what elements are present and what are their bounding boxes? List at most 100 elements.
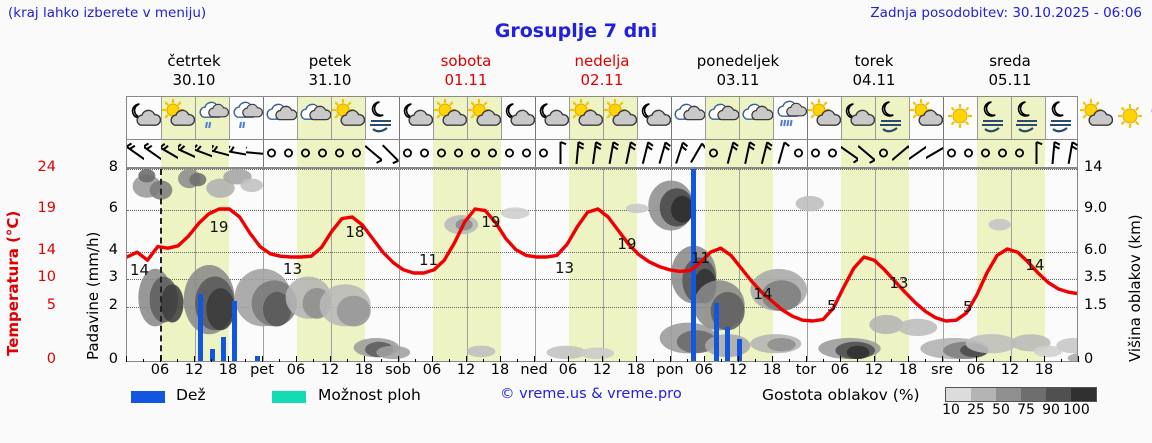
- day-name: sreda: [989, 52, 1031, 70]
- copyright-link[interactable]: © vreme.us & vreme.pro: [500, 386, 682, 402]
- halfday-gridline: [875, 169, 876, 361]
- precipitation-bar: [232, 301, 238, 361]
- wind-barb-icon: [1028, 140, 1045, 166]
- day-name: ponedeljek: [696, 52, 780, 70]
- cloud-height-tick: 6.0: [1084, 241, 1108, 258]
- temperature-value-label: 5: [827, 297, 837, 316]
- day-date: 02.11: [580, 71, 624, 89]
- hour-label: pet: [250, 362, 274, 378]
- precipitation-bar: [725, 327, 731, 361]
- moon-cloud-icon: [637, 98, 671, 138]
- day-name: četrtek: [167, 52, 221, 70]
- hour-label: 18: [762, 362, 782, 378]
- wind-separator: [943, 140, 944, 167]
- wind-calm-icon: [960, 140, 977, 166]
- cloud-height-tick: 14: [1084, 159, 1103, 175]
- wind-barb-icon: [161, 140, 178, 166]
- wind-calm-icon: [399, 140, 416, 166]
- wind-calm-icon: [314, 140, 331, 166]
- wind-calm-icon: [501, 140, 518, 166]
- wind-calm-icon: [518, 140, 535, 166]
- day-gridline: [807, 169, 808, 361]
- hour-label: 12: [728, 362, 748, 378]
- temperature-tick: 19: [37, 200, 56, 217]
- temperature-tick: 10: [37, 269, 56, 286]
- moon-cloud-icon: [501, 98, 535, 138]
- wind-calm-icon: [790, 140, 807, 166]
- sun-cloud-icon: [1079, 98, 1113, 138]
- temperature-value-label: 14: [753, 285, 773, 303]
- cloud-icon: [705, 98, 739, 138]
- temperature-line: [127, 207, 1077, 323]
- icon-separator: [841, 97, 842, 139]
- wind-calm-icon: [280, 140, 297, 166]
- wind-calm-icon: [943, 140, 960, 166]
- cloud-density-tick: 25: [967, 402, 985, 418]
- wind-barb-icon: [586, 140, 603, 166]
- icon-separator: [671, 97, 672, 139]
- icon-separator: [909, 97, 910, 139]
- wind-calm-icon: [416, 140, 433, 166]
- temperature-axis-title: Temperatura (°C): [4, 210, 22, 356]
- moon-cloud-icon: [399, 98, 433, 138]
- axis-ticks: [126, 356, 1079, 362]
- last-updated: Zadnja posodobitev: 30.10.2025 - 06:06: [870, 5, 1142, 21]
- hour-label: 06: [966, 362, 986, 378]
- wind-calm-icon: [331, 140, 348, 166]
- wind-calm-icon: [1011, 140, 1028, 166]
- cloud-icon: [671, 98, 705, 138]
- hour-label: 18: [354, 362, 374, 378]
- wind-barb-icon: [739, 140, 756, 166]
- icon-separator: [433, 97, 434, 139]
- day-name: petek: [308, 52, 352, 70]
- day-name: torek: [854, 52, 894, 70]
- sun-cloud-icon: [909, 98, 943, 138]
- sun-icon: [1113, 98, 1147, 138]
- wind-barb-icon: [773, 140, 790, 166]
- temperature-value-label: 19: [209, 217, 229, 236]
- icon-separator: [365, 97, 366, 139]
- icon-separator: [977, 97, 978, 139]
- day-gridline: [943, 169, 944, 361]
- icon-separator: [705, 97, 706, 139]
- moon-cloud-icon: [841, 98, 875, 138]
- day-header: nedelja 02.11: [534, 52, 670, 90]
- cloud-density-swatch: [1021, 388, 1046, 401]
- cloud-density-tick: 100: [1063, 402, 1090, 418]
- wind-barb-icon: [365, 140, 382, 166]
- chart-legend: Dež Možnost ploh © vreme.us & vreme.pro …: [0, 386, 1152, 430]
- temperature-value-label: 14: [1025, 256, 1045, 275]
- cloud-density-tick: 50: [992, 402, 1010, 418]
- moon-cloud-icon: [1147, 98, 1152, 138]
- wind-calm-icon: [433, 140, 450, 166]
- cloud-density-tick: 90: [1042, 402, 1060, 418]
- icon-separator: [569, 97, 570, 139]
- day-gridline: [535, 169, 536, 361]
- value-gridline: [127, 169, 1077, 170]
- precipitation-tick: 6: [108, 200, 118, 217]
- wind-barb-icon: [858, 140, 875, 166]
- cloud-height-axis-title: Višina oblakov (km): [1126, 214, 1144, 362]
- cloud-density-tick: 10: [942, 402, 960, 418]
- wind-barb-icon: [1062, 140, 1079, 166]
- hour-label: 06: [694, 362, 714, 378]
- wind-barb-icon: [926, 140, 943, 166]
- wind-calm-icon: [484, 140, 501, 166]
- location-hint: (kraj lahko izberete v meniju): [8, 5, 207, 21]
- precipitation-bar: [736, 339, 742, 361]
- forecast-chart: 14 19 13 18 11 19 13 19 11 14 5 13 5 14: [126, 168, 1078, 362]
- day-name: nedelja: [574, 52, 630, 70]
- icon-separator: [467, 97, 468, 139]
- wind-calm-icon: [807, 140, 824, 166]
- precipitation-tick: 3: [108, 269, 118, 286]
- wind-calm-icon: [994, 140, 1011, 166]
- temperature-value-label: 13: [555, 259, 575, 278]
- halfday-gridline: [195, 169, 196, 361]
- day-header-row: četrtek 30.10 petek 31.10 sobota 01.11 nedelja…: [126, 52, 1078, 94]
- hour-label: 18: [626, 362, 646, 378]
- icon-separator: [943, 97, 944, 139]
- icon-separator: [399, 97, 400, 139]
- temperature-value-label: 19: [617, 234, 637, 253]
- cloud-height-tick: 1.5: [1084, 297, 1108, 314]
- cloud-rain-icon: [195, 98, 229, 138]
